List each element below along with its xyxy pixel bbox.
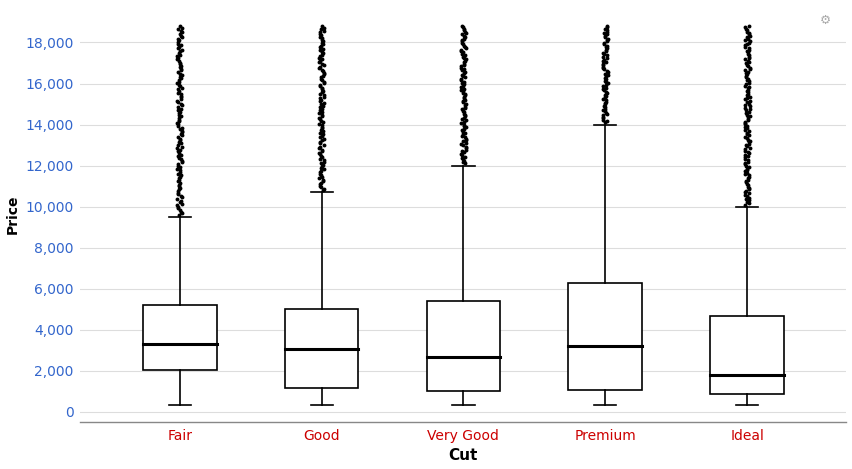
X-axis label: Cut: Cut [449, 448, 478, 463]
Bar [427, 302, 500, 391]
Y-axis label: Price: Price [6, 194, 20, 234]
Bar [143, 305, 216, 370]
Text: ⚙: ⚙ [820, 14, 831, 27]
Bar [568, 282, 642, 390]
Bar [285, 309, 359, 388]
Bar [711, 316, 784, 393]
